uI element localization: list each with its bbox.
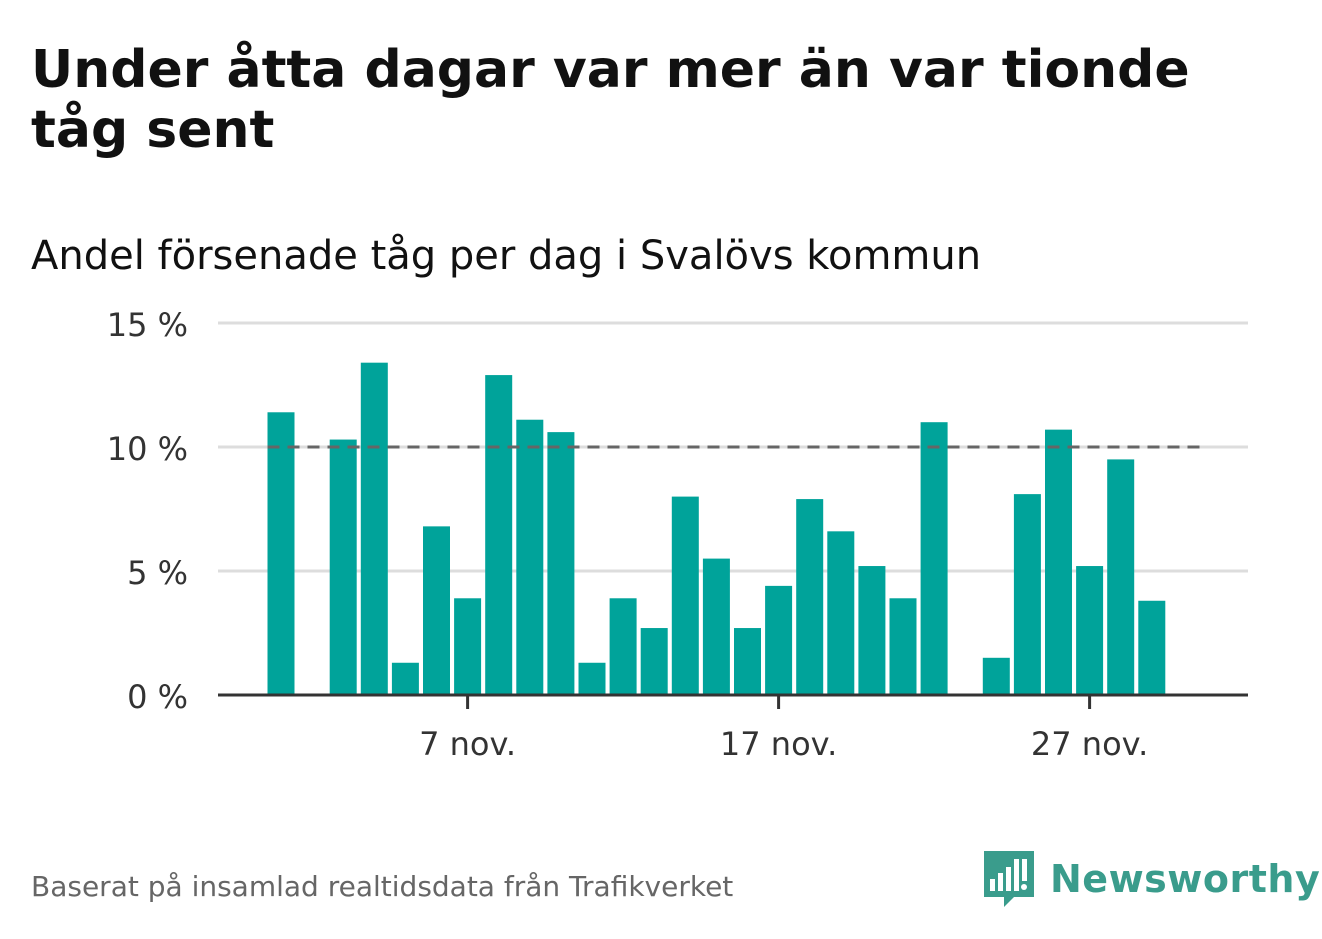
x-tick-label: 7 nov. (419, 725, 516, 763)
bar (360, 362, 388, 695)
bar-chart: 0 % 5 % 10 % 15 % 7 nov. 17 nov. 27 nov. (107, 306, 1248, 763)
y-tick-label: 5 % (127, 554, 188, 592)
y-tick-label: 15 % (107, 306, 188, 344)
bar (609, 598, 637, 695)
bar (1138, 600, 1166, 695)
y-tick-label: 0 % (127, 678, 188, 716)
bar (1107, 459, 1135, 695)
bar (734, 628, 761, 695)
bar (485, 375, 513, 695)
source-note: Baserat på insamlad realtidsdata från Tr… (31, 870, 734, 903)
bar (858, 566, 886, 695)
bar (765, 585, 793, 695)
bar (516, 419, 544, 695)
bar (423, 526, 450, 695)
bar (827, 531, 855, 695)
brand-name: Newsworthy (1050, 857, 1321, 901)
bar (920, 422, 948, 695)
bar (578, 662, 606, 695)
bar (1045, 429, 1072, 695)
x-tick-label: 27 nov. (1031, 725, 1148, 763)
bar-chart-speech-bubble-icon (984, 851, 1034, 907)
bar (982, 657, 1010, 695)
y-tick-label: 10 % (107, 430, 188, 468)
x-axis: 7 nov. 17 nov. 27 nov. (218, 693, 1248, 763)
chart-subtitle: Andel försenade tåg per dag i Svalövs ko… (31, 233, 982, 279)
bar (1076, 566, 1104, 695)
brand-logo: Newsworthy (980, 849, 1320, 909)
bar (329, 439, 357, 695)
bar (796, 499, 824, 695)
bar (454, 598, 482, 695)
chart-title: Under åtta dagar var mer än var tionde t… (31, 40, 1190, 160)
x-tick-label: 17 nov. (720, 725, 837, 763)
bar (702, 558, 730, 695)
y-axis-labels: 0 % 5 % 10 % 15 % (107, 306, 188, 716)
bar (547, 432, 575, 695)
bar (391, 662, 419, 695)
bar (671, 496, 699, 695)
bar (640, 628, 668, 695)
bar (889, 598, 917, 695)
bar (1013, 494, 1041, 695)
bars (267, 362, 1166, 695)
bar (267, 412, 295, 695)
